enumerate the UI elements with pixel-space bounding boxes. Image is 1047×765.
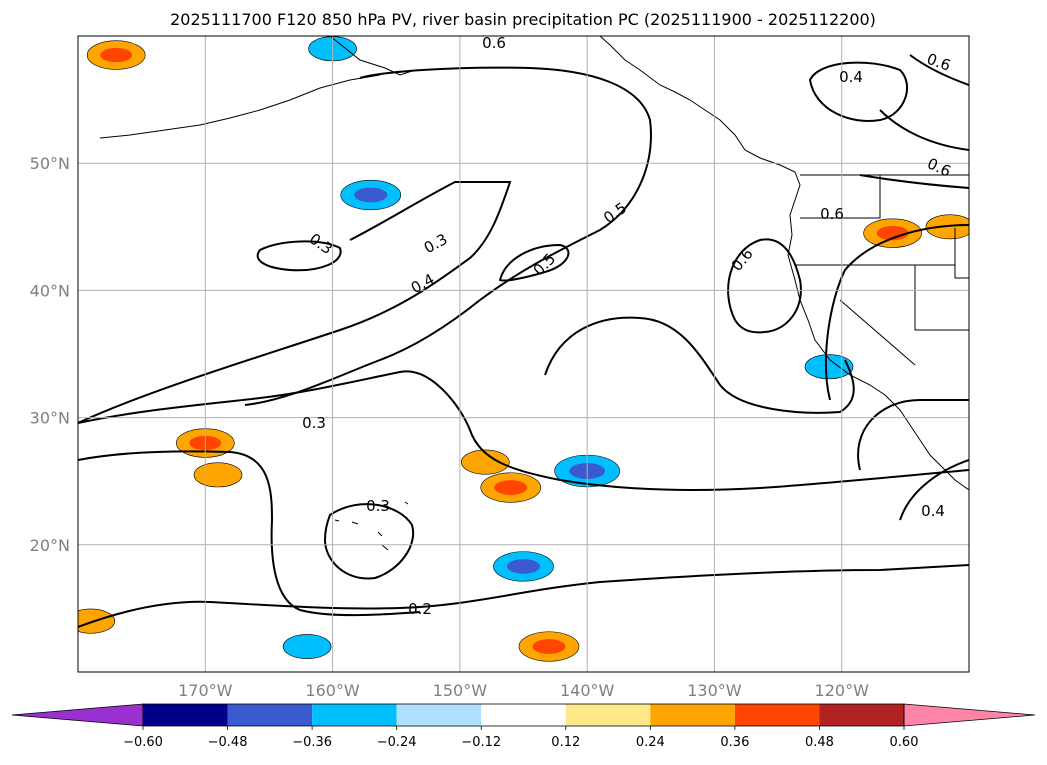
lat-tick-label: 40°N (30, 281, 70, 300)
colorbar-tick-label: −0.36 (292, 735, 332, 750)
contour-label: 0.2 (408, 600, 432, 618)
pv-contour-0.6-east (825, 224, 969, 521)
lon-tick-label: 140°W (560, 681, 615, 700)
precip-anomaly-core (532, 639, 566, 654)
precip-anomaly (78, 608, 116, 634)
pv-contour-0.4-loop (244, 66, 652, 406)
precip-anomaly (461, 449, 510, 475)
precip-anomaly-core (876, 225, 909, 241)
pv-contours (78, 54, 969, 628)
colorbar-frame (142, 703, 905, 727)
lon-tick-label: 150°W (433, 681, 488, 700)
colorbar-segment (819, 704, 904, 726)
colorbar-segment (227, 704, 313, 726)
precip-anomaly-core (354, 187, 388, 203)
colorbar-tick-label: −0.60 (123, 735, 163, 750)
colorbar-segment (650, 704, 735, 726)
alaska-coast (99, 36, 416, 139)
precip-anomaly-core (494, 480, 528, 495)
pv-contour-0.6-coast (727, 238, 802, 334)
lon-tick-label: 130°W (687, 681, 742, 700)
colorbar-tick-label: −0.48 (208, 735, 248, 750)
colorbar-extend-low (11, 703, 144, 727)
contour-label: 0.4 (839, 68, 863, 86)
map-frame (77, 35, 970, 673)
pv-contour-0.2 (78, 564, 969, 628)
pv-contour-0.4 (78, 181, 512, 424)
colorbar-segment (396, 704, 482, 726)
state-borders (795, 174, 969, 366)
pv-contour-0.6-ne (859, 54, 969, 189)
precip-anomaly (282, 634, 332, 660)
colorbar-tick-label: −0.12 (461, 735, 501, 750)
colorbar-tick-label: 0.24 (636, 735, 665, 750)
colorbar: −0.60 −0.48 −0.36 −0.24 −0.12 0.12 0.24 0.36 0.4… (11, 703, 1036, 750)
precip-anomaly (193, 462, 243, 488)
pv-contour-0.3-west (256, 240, 342, 272)
chart-title: 2025111700 F120 850 hPa PV, river basin … (170, 10, 876, 29)
pv-contour-0.3-hawaii (323, 503, 415, 580)
lat-tick-label: 30°N (30, 409, 70, 428)
contour-label: 0.3 (302, 414, 326, 432)
pv-contour-0.6-north (808, 61, 909, 122)
contour-label: 0.6 (482, 34, 506, 52)
contour-label: 0.6 (820, 205, 844, 223)
precip-anomaly-core (507, 559, 540, 574)
colorbar-tick-label: −0.24 (377, 735, 417, 750)
precip-anomaly-core (100, 47, 133, 63)
precip-anomaly-layer (78, 36, 969, 662)
colorbar-extend-high (903, 703, 1036, 727)
colorbar-segment (312, 704, 397, 726)
lon-tick-label: 170°W (178, 681, 233, 700)
pv-contour-0.3-main (78, 370, 969, 491)
colorbar-tick-label: 0.36 (720, 735, 749, 750)
lat-tick-label: 20°N (30, 536, 70, 555)
lat-tick-label: 50°N (30, 154, 70, 173)
colorbar-segment (143, 704, 228, 726)
hawaii-islands (334, 501, 409, 551)
colorbar-segment (565, 704, 651, 726)
map-panel: 0.2 0.3 0.3 0.3 0.3 0.4 0.4 0.4 0.5 0.5 … (77, 34, 970, 673)
contour-label: 0.4 (921, 502, 945, 520)
colorbar-tick-label: 0.60 (890, 735, 919, 750)
colorbar-segment (481, 704, 566, 726)
colorbar-tick-label: 0.48 (805, 735, 834, 750)
precip-anomaly (804, 354, 854, 380)
colorbar-segment (734, 704, 820, 726)
lon-tick-label: 120°W (815, 681, 870, 700)
pv-contour-0.3-south (78, 450, 421, 617)
gridlines (78, 36, 969, 672)
pv-contour-0.5 (498, 243, 570, 282)
lon-tick-label: 160°W (305, 681, 360, 700)
longitude-labels: 170°W 160°W 150°W 140°W 130°W 120°W (178, 681, 869, 700)
contour-label: 0.3 (366, 497, 390, 515)
colorbar-tick-label: 0.12 (551, 735, 580, 750)
pv-contour-0.5-outer (544, 316, 855, 414)
latitude-labels: 20°N 30°N 40°N 50°N (30, 154, 70, 555)
